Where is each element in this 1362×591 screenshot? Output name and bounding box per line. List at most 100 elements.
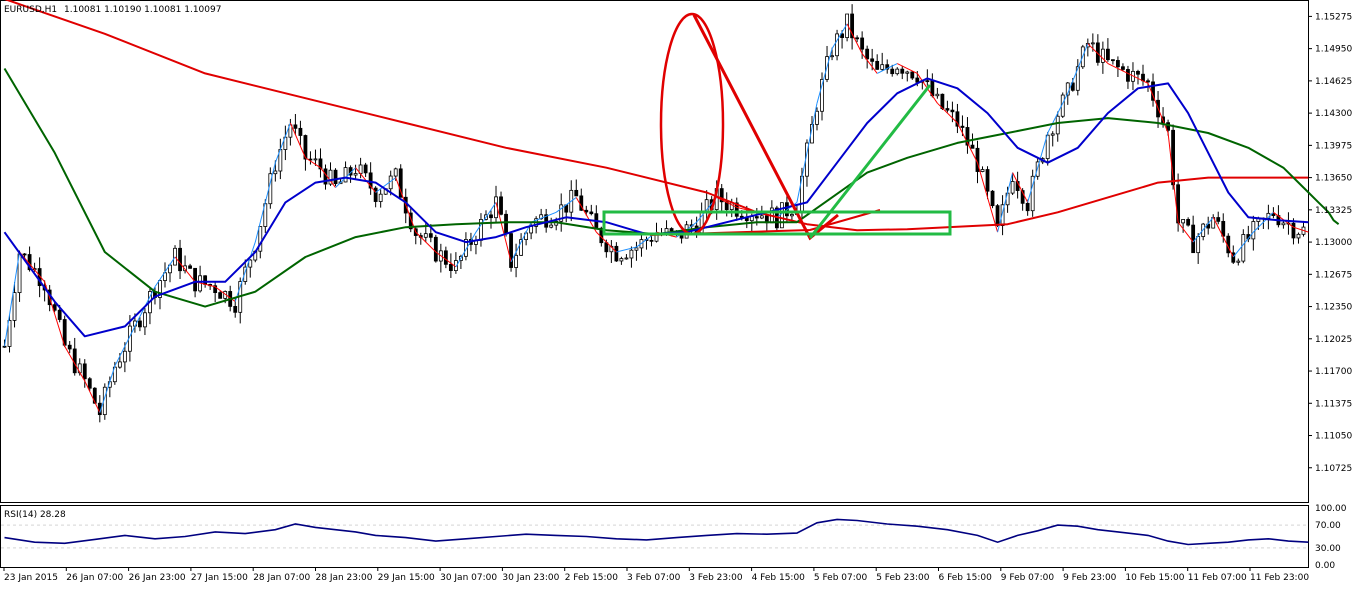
time-tick-label: 4 Feb 15:00 — [752, 573, 806, 583]
zigzag-segment — [254, 162, 276, 243]
annotations-layer — [602, 12, 952, 241]
zigzag-segment — [395, 177, 417, 233]
zigzag-segment — [1232, 231, 1254, 258]
candle-body — [1030, 175, 1035, 212]
candle-body — [915, 77, 920, 83]
zigzag-segment — [375, 177, 397, 193]
candle-body — [1236, 260, 1241, 263]
candle-body — [619, 258, 624, 262]
candle-body — [835, 33, 839, 57]
candle-body — [363, 164, 368, 174]
candle-body — [378, 193, 383, 202]
rsi-level-label: 100.00 — [1315, 504, 1347, 514]
candle-body — [1171, 129, 1175, 186]
candle-body — [870, 58, 875, 62]
candle-body — [398, 168, 403, 198]
candle-body — [1045, 134, 1050, 159]
price-tick-label: 1.11050 — [1315, 432, 1352, 442]
candle-body — [875, 60, 880, 70]
candle-body — [504, 213, 508, 235]
time-tick-label: 5 Feb 23:00 — [876, 573, 930, 583]
candle-body — [754, 216, 759, 219]
main-plot-frame — [0, 0, 1309, 503]
candle-body — [1241, 234, 1246, 262]
candle-body — [188, 265, 192, 269]
candle-body — [890, 68, 895, 75]
candle-body — [448, 263, 453, 271]
candle-body — [589, 211, 594, 215]
zigzag-segment — [1127, 72, 1149, 84]
candle-body — [82, 363, 87, 380]
time-tick-label: 29 Jan 15:00 — [378, 573, 435, 583]
candle-body — [965, 127, 970, 146]
candle-body — [443, 250, 448, 265]
zigzag-segment — [956, 122, 978, 163]
zigzag-segment — [876, 63, 898, 74]
time-tick-label: 28 Jan 23:00 — [316, 573, 373, 583]
zigzag-segment — [1087, 43, 1109, 64]
candle-body — [1296, 233, 1301, 239]
rsi-layer — [1, 518, 1309, 549]
candle-body — [52, 304, 57, 311]
zigzag-segment — [831, 23, 848, 49]
candle-body — [549, 224, 554, 228]
candle-body — [1126, 69, 1130, 82]
candle-body — [343, 167, 348, 183]
candle-body — [408, 212, 413, 230]
candle-body — [529, 226, 534, 234]
candle-body — [373, 187, 378, 202]
candle-body — [559, 204, 564, 222]
zigzag-segment — [1027, 132, 1049, 203]
candle-body — [584, 209, 589, 213]
candle-body — [649, 239, 654, 242]
candle-body — [423, 233, 428, 238]
candle-body — [1281, 222, 1286, 226]
candle-body — [1111, 59, 1115, 62]
zigzag-segment — [861, 53, 878, 74]
zigzag-segment — [84, 380, 101, 413]
candle-body — [865, 48, 870, 60]
zigzag-segment — [19, 251, 46, 283]
price-tick-label: 1.12025 — [1315, 335, 1352, 345]
zigzag-segment — [415, 231, 437, 253]
candle-body — [860, 37, 865, 50]
candle-body — [629, 249, 634, 259]
price-tick-label: 1.11700 — [1315, 367, 1352, 377]
zigzag-segment — [289, 122, 306, 158]
candle-body — [855, 37, 860, 40]
candle-body — [318, 158, 323, 170]
zigzag-segment — [435, 251, 457, 268]
candle-body — [1166, 122, 1170, 131]
candle-body — [1181, 219, 1186, 224]
zigzag-segment — [937, 102, 958, 124]
candle-body — [1025, 202, 1030, 212]
time-tick-label: 27 Jan 15:00 — [191, 573, 248, 583]
candle-body — [990, 190, 995, 207]
candle-body — [935, 93, 940, 97]
zigzag-segment — [305, 157, 321, 169]
zigzag-segment — [4, 251, 21, 347]
candle-body — [293, 124, 298, 129]
rsi-axis: 100.00 70.00 30.00 0.00 — [1315, 504, 1347, 571]
candle-body — [614, 245, 619, 262]
time-tick-label: 2 Feb 15:00 — [565, 573, 619, 583]
time-tick-label: 11 Feb 23:00 — [1250, 573, 1309, 583]
candle-body — [303, 135, 308, 160]
candle-body — [1090, 42, 1095, 45]
candle-body — [313, 158, 318, 161]
candle-body — [1231, 252, 1236, 263]
time-tick-label: 30 Jan 23:00 — [502, 573, 559, 583]
candle-body — [2, 345, 7, 348]
series-layer — [3, 0, 1340, 413]
green-range-box — [602, 210, 952, 236]
candle-body — [1216, 217, 1221, 222]
zigzag-segment — [154, 256, 176, 287]
rsi-plot-frame — [0, 505, 1309, 568]
candle-body — [514, 254, 518, 268]
zigzag-segment — [174, 256, 196, 283]
zigzag-segment — [234, 241, 256, 302]
candle-body — [143, 312, 147, 328]
candle-body — [1105, 48, 1110, 61]
